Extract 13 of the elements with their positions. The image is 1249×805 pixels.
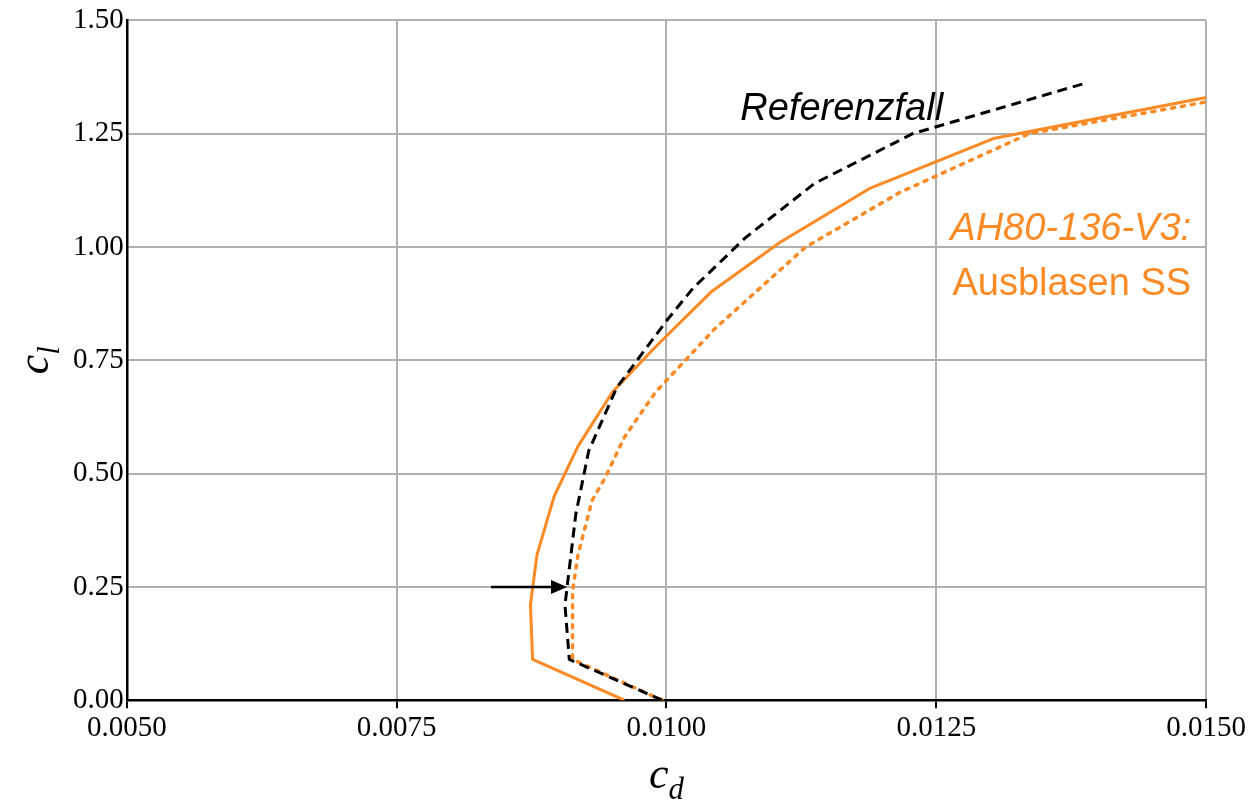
y-tick-label: 1.00: [73, 228, 124, 261]
series-label: Referenzfall: [740, 85, 945, 128]
x-tick-label: 0.0075: [356, 710, 437, 743]
x-tick-label: 0.0150: [1166, 710, 1246, 743]
y-tick-label: 0.25: [73, 568, 124, 601]
y-tick-label: 1.50: [73, 2, 124, 35]
y-tick-label: 0.50: [73, 455, 124, 488]
x-tick-label: 0.0125: [896, 710, 977, 743]
x-tick-label: 0.0100: [626, 710, 707, 743]
y-tick-label: 0.75: [73, 341, 124, 374]
y-axis-title: cl: [9, 346, 66, 375]
y-tick-label: 1.25: [73, 115, 124, 148]
series-label: AH80-136-V3: Ausblasen SS: [948, 206, 1192, 304]
